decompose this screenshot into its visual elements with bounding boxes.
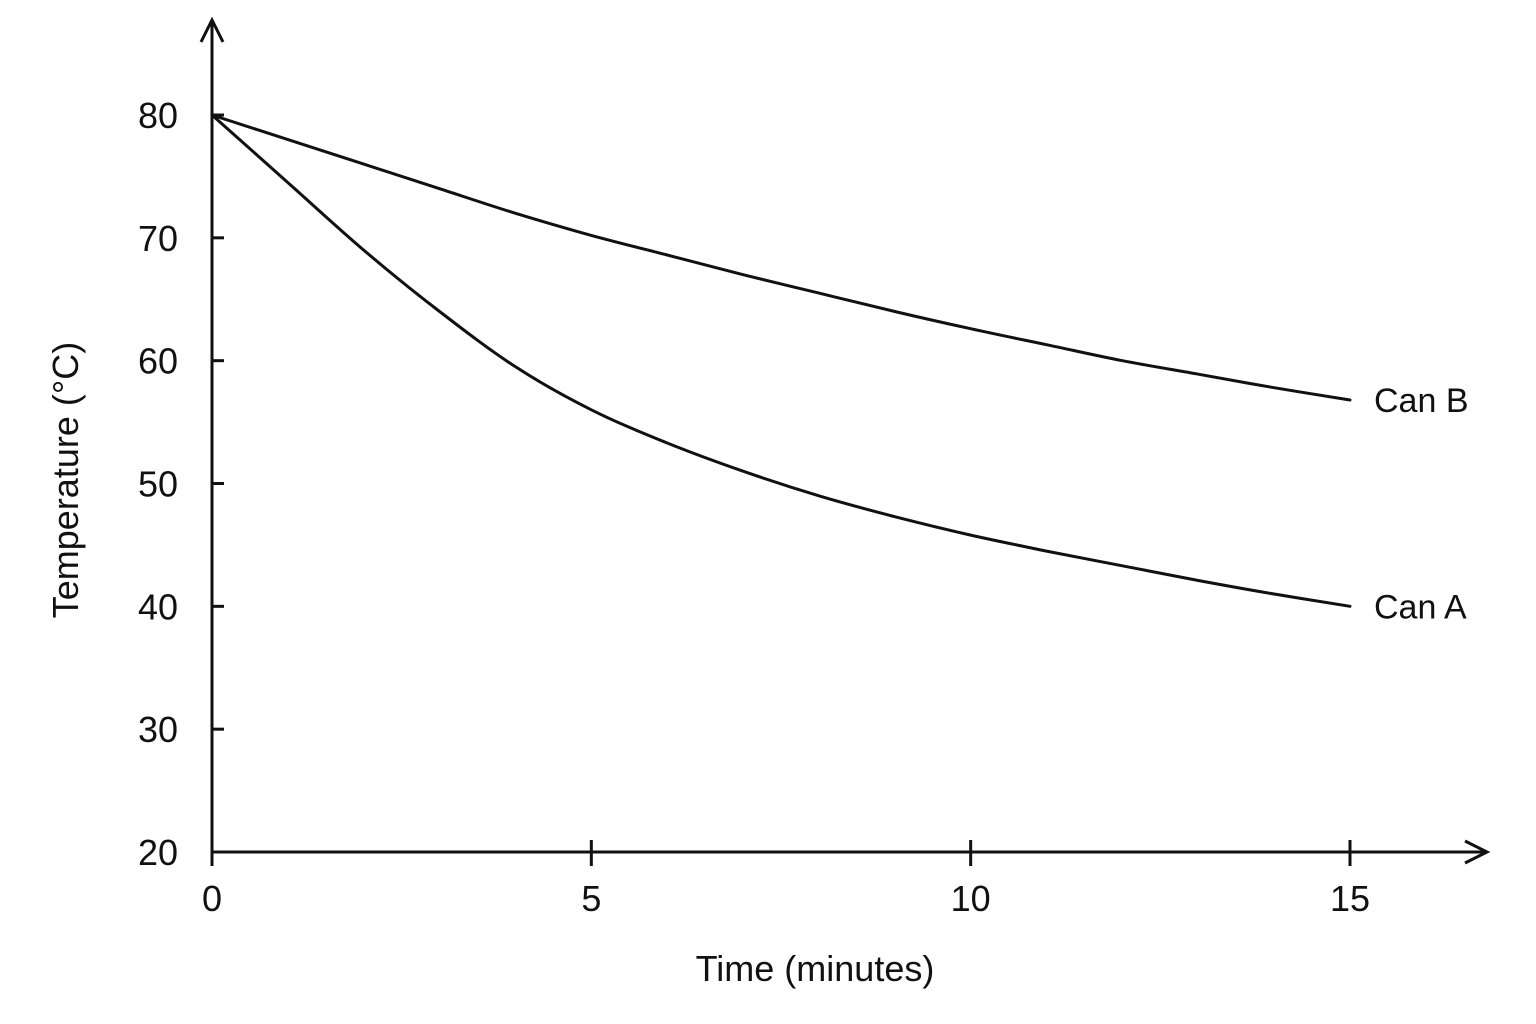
y-tick-label: 30 [138, 709, 178, 750]
x-tick-label: 15 [1330, 878, 1370, 919]
series-group: Can A Can B [210, 113, 1469, 626]
x-tick-label: 5 [581, 878, 601, 919]
y-tick-label: 40 [138, 586, 178, 627]
x-axis-arrow [1464, 839, 1491, 865]
series-label-can-b: Can B [1374, 382, 1469, 420]
x-axis-title: Time (minutes) [696, 948, 935, 989]
x-tick-label: 10 [951, 878, 991, 919]
y-tick-label: 70 [138, 218, 178, 259]
ticks: 20 30 40 50 60 70 80 0 5 10 15 [138, 95, 1370, 919]
series-line-can-b [210, 113, 1352, 402]
y-axis-title: Temperature (°C) [45, 342, 86, 618]
y-tick-label: 80 [138, 95, 178, 136]
axes [199, 16, 1491, 865]
x-tick-label: 0 [202, 878, 222, 919]
series-label-can-a: Can A [1374, 588, 1467, 626]
series-line-can-a [210, 113, 1352, 608]
y-tick-label: 50 [138, 464, 178, 505]
y-tick-label: 60 [138, 341, 178, 382]
y-tick-label: 20 [138, 832, 178, 873]
y-axis-arrow [199, 16, 225, 43]
